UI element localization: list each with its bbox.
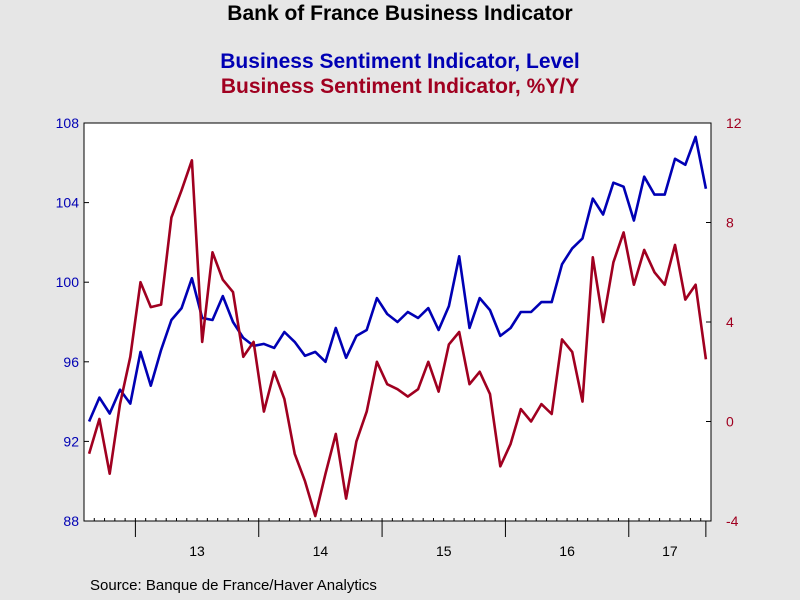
- series-line-yoy: [87, 159, 708, 518]
- chart-title: Bank of France Business Indicator: [227, 2, 573, 25]
- left-axis-tick-label: 96: [63, 354, 79, 370]
- legend-yoy: Business Sentiment Indicator, %Y/Y: [220, 75, 580, 98]
- right-axis-tick-label: 8: [726, 215, 734, 231]
- x-tick-label: 17: [662, 543, 678, 559]
- left-axis-tick-label: 108: [56, 115, 80, 131]
- legend-level: Business Sentiment Indicator, Level: [220, 50, 580, 73]
- x-tick-label: 13: [189, 543, 205, 559]
- x-tick-label: 15: [436, 543, 452, 559]
- left-axis-tick-label: 88: [63, 513, 79, 529]
- right-axis-tick-label: 12: [726, 115, 742, 131]
- right-axis-tick-label: 0: [726, 414, 734, 430]
- x-tick-label: 14: [313, 543, 329, 559]
- right-axis-tick-label: -4: [726, 513, 739, 529]
- left-axis-tick-label: 92: [63, 433, 79, 449]
- x-tick-label: 16: [559, 543, 575, 559]
- left-axis-tick-label: 104: [56, 195, 80, 211]
- left-axis-tick-label: 100: [56, 274, 80, 290]
- right-axis-tick-label: 4: [726, 314, 734, 330]
- source-note: Source: Banque de France/Haver Analytics: [90, 577, 377, 594]
- series-line-level: [87, 135, 708, 423]
